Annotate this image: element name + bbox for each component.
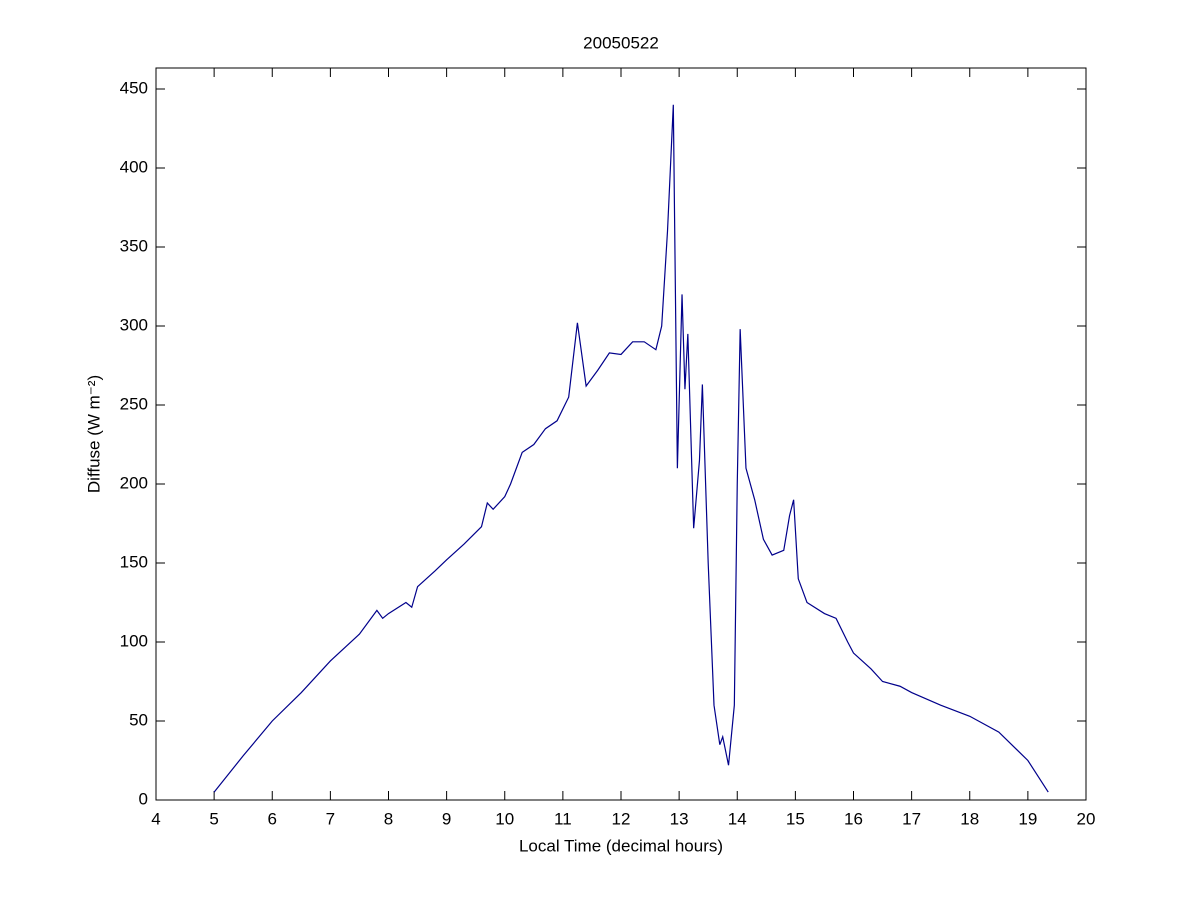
x-tick-label: 17 [902,809,921,828]
y-axis-label: Diffuse (W m⁻²) [84,375,103,493]
x-tick-label: 4 [151,809,160,828]
x-tick-label: 16 [844,809,863,828]
y-tick-label: 250 [120,394,148,413]
y-tick-label: 50 [129,710,148,729]
x-tick-label: 8 [384,809,393,828]
x-tick-label: 7 [326,809,335,828]
y-tick-label: 200 [120,473,148,492]
x-tick-label: 13 [670,809,689,828]
y-tick-label: 0 [139,789,148,808]
y-tick-label: 350 [120,236,148,255]
x-tick-label: 11 [554,809,572,828]
y-tick-label: 150 [120,552,148,571]
chart-title: 20050522 [583,33,659,52]
x-tick-label: 5 [209,809,218,828]
x-tick-label: 19 [1018,809,1037,828]
data-line [213,104,1049,793]
y-tick-label: 450 [120,78,148,97]
x-tick-label: 18 [960,809,979,828]
x-tick-label: 9 [442,809,451,828]
plot-frame [155,67,1087,801]
x-tick-label: 12 [612,809,631,828]
x-tick-label: 14 [728,809,747,828]
x-tick-label: 15 [786,809,805,828]
x-tick-label: 20 [1077,809,1096,828]
y-tick-label: 400 [120,157,148,176]
x-tick-label: 10 [495,809,514,828]
y-tick-label: 100 [120,631,148,650]
x-tick-label: 6 [268,809,277,828]
y-tick-label: 300 [120,315,148,334]
x-axis-label: Local Time (decimal hours) [519,836,723,855]
